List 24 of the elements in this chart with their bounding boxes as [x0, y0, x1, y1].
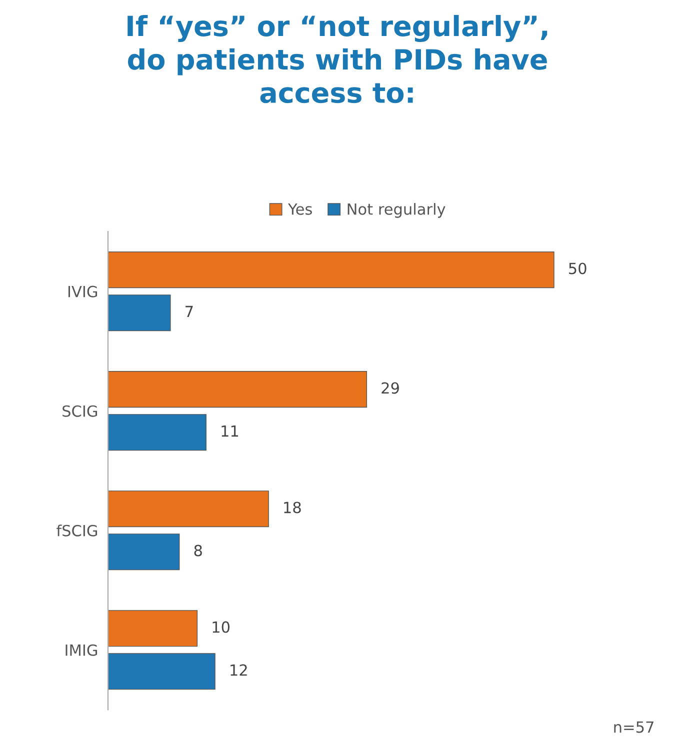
y-tick-label: IVIG	[68, 286, 98, 298]
data-label: 8	[194, 544, 202, 556]
data-label: 11	[222, 425, 238, 437]
data-label: 18	[284, 502, 301, 514]
bar	[108, 653, 216, 690]
bar	[108, 252, 554, 288]
bar	[108, 534, 180, 570]
y-tick-label: SCIG	[62, 405, 98, 417]
bar	[108, 371, 368, 408]
chart-title: If “yes” or “not regularly”, do patients with PIDs have access to:	[128, 14, 548, 104]
bar	[108, 294, 171, 332]
bar	[108, 414, 206, 451]
bar	[108, 490, 269, 528]
data-label: 29	[382, 382, 399, 394]
data-label: 7	[186, 306, 193, 318]
y-tick-label: IMIG	[66, 644, 98, 656]
bar	[108, 610, 198, 647]
legend-label: Not regularly	[348, 203, 446, 218]
legend-label: Yes	[288, 204, 312, 215]
y-tick-label: fSCIG	[56, 524, 98, 536]
text: n=57	[614, 721, 654, 733]
data-label: 10	[212, 621, 230, 633]
data-label: 50	[569, 262, 586, 274]
data-label: 12	[230, 664, 247, 676]
